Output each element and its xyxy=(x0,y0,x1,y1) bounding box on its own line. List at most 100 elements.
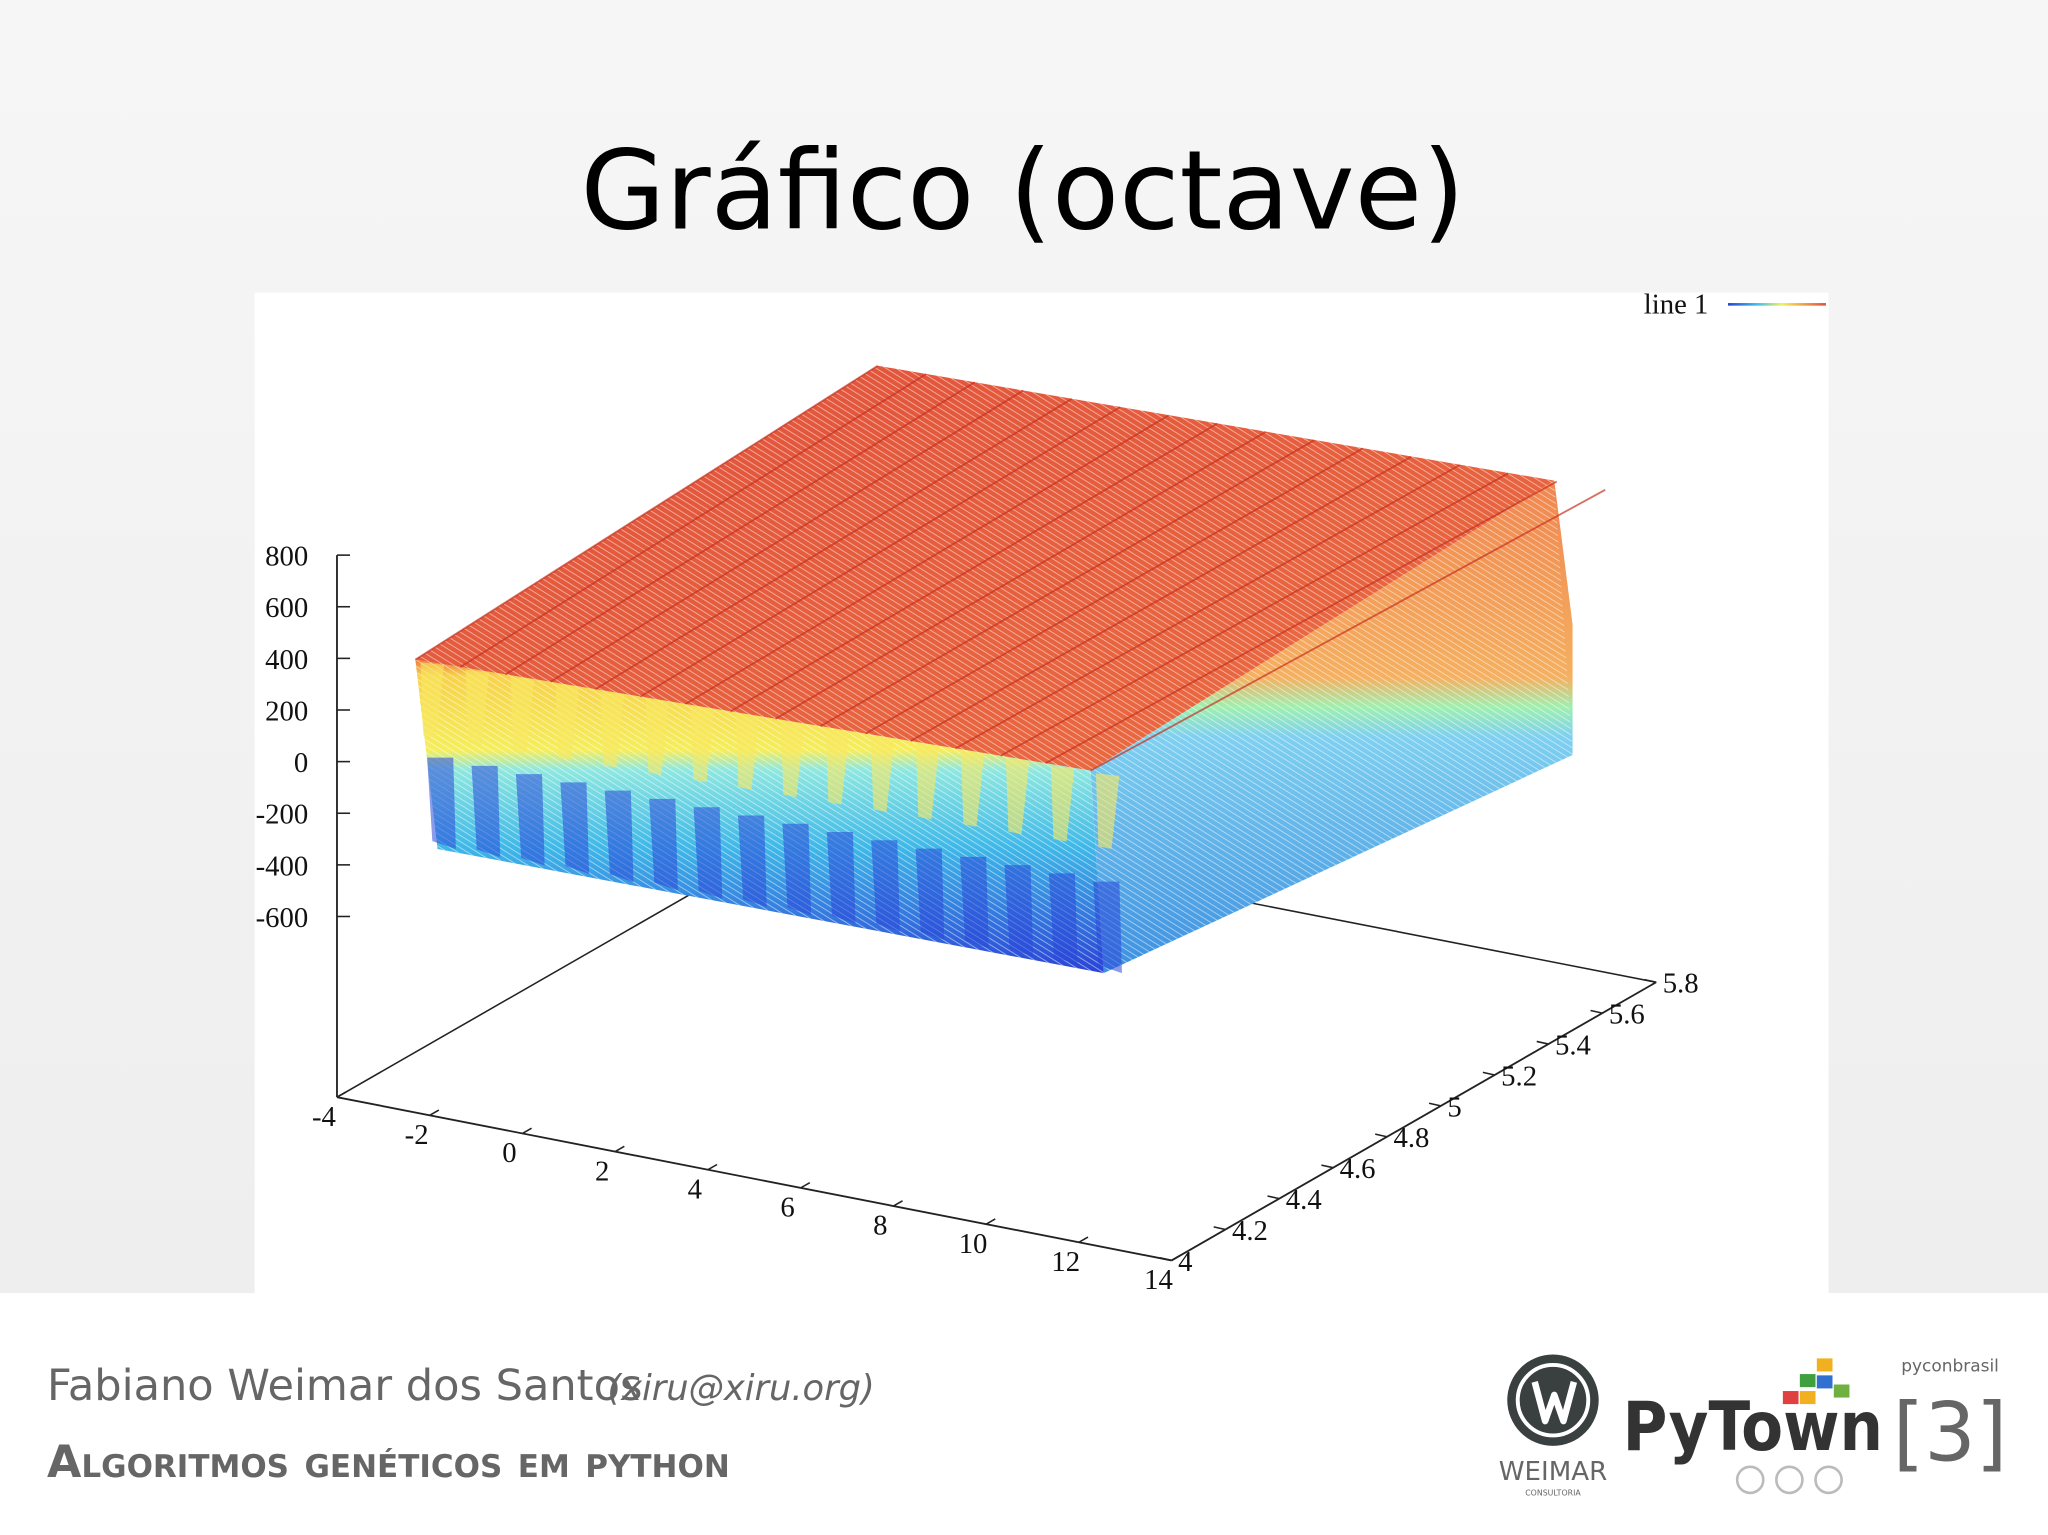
y-tick xyxy=(1482,1071,1495,1076)
ridge-tooth xyxy=(515,774,545,866)
ridge-tooth xyxy=(471,765,501,858)
pycon-edition: [3] xyxy=(1893,1386,2008,1480)
ridge-line xyxy=(730,422,1218,713)
x-tick-label: 0 xyxy=(502,1137,516,1169)
ridge-tooth xyxy=(1048,873,1078,965)
x-tick-label: 10 xyxy=(959,1228,988,1260)
weimar-name: WEIMAR xyxy=(1499,1457,1608,1487)
ridge-line xyxy=(910,455,1412,742)
ridge-notch xyxy=(510,677,535,753)
z-tick-label: 200 xyxy=(265,695,308,727)
x-tick-label: -2 xyxy=(405,1119,429,1151)
footer-email: (xiru@xiru.org) xyxy=(607,1368,874,1409)
y-tick xyxy=(1536,1040,1549,1045)
ridge-line xyxy=(549,389,1024,683)
z-tick-label: -400 xyxy=(256,850,309,882)
ridge-line xyxy=(1045,480,1558,765)
ridge-notch xyxy=(420,662,445,738)
ridge-tooth xyxy=(915,848,945,940)
ridge-notch xyxy=(1005,758,1030,835)
x-tick-label: 2 xyxy=(595,1155,609,1187)
ridge-notch xyxy=(735,714,760,790)
y-tick-label: 5.4 xyxy=(1555,1029,1591,1061)
ridge-line xyxy=(639,406,1121,698)
x-tick-label: 8 xyxy=(873,1210,887,1242)
ridge-tooth xyxy=(737,815,767,907)
y-tick xyxy=(1428,1102,1441,1107)
y-tick xyxy=(1267,1195,1280,1200)
y-tick-label: 5 xyxy=(1447,1091,1461,1123)
ridge-tooth xyxy=(782,823,812,916)
slide-title: Gráfico (octave) xyxy=(580,127,1464,255)
ridge-line xyxy=(820,439,1315,728)
ridge-line xyxy=(775,431,1267,720)
x-tick xyxy=(1078,1236,1089,1243)
x-tick-label: 12 xyxy=(1051,1246,1080,1278)
weimar-sub: CONSULTORIA xyxy=(1525,1489,1581,1498)
ridge-tooth xyxy=(826,832,856,924)
surface xyxy=(414,364,1606,974)
ridge-tooth xyxy=(649,798,678,891)
ridge-notch xyxy=(870,736,895,812)
pytown-blocks xyxy=(1782,1358,1850,1405)
ridge-notch xyxy=(645,699,670,775)
x-tick xyxy=(892,1200,903,1207)
weimar-logo-mark xyxy=(1531,1381,1578,1425)
ridge-line xyxy=(684,414,1170,705)
x-tick xyxy=(985,1218,996,1225)
ridge-notch xyxy=(780,721,805,798)
ridge-notch xyxy=(960,751,985,827)
y-tick xyxy=(1321,1164,1334,1169)
x-tick xyxy=(336,1091,347,1098)
y-tick xyxy=(1590,1009,1603,1014)
x-tick-label: 4 xyxy=(688,1173,702,1205)
ridge-line xyxy=(1090,489,1606,772)
ridge-line xyxy=(1000,472,1509,757)
footer-author: Fabiano Weimar dos Santos xyxy=(47,1361,642,1411)
legend-label: line 1 xyxy=(1644,288,1709,320)
ridge-notch xyxy=(825,728,850,805)
x-tick xyxy=(614,1145,625,1153)
ridge-notch xyxy=(555,684,580,761)
footer-talk: Algoritmos genéticos em python xyxy=(47,1437,730,1488)
x-axis xyxy=(336,1096,1172,1262)
ridge-line xyxy=(504,381,976,676)
ridge-tooth xyxy=(560,782,590,874)
z-tick-label: -600 xyxy=(256,902,309,934)
y-tick-label: 4.8 xyxy=(1393,1122,1429,1154)
ridge-notch xyxy=(690,706,715,783)
z-tick-label: 600 xyxy=(265,592,308,624)
ridge-tooth xyxy=(871,840,900,932)
x-tick xyxy=(800,1181,811,1189)
ridge-tooth xyxy=(427,757,456,850)
ridge-line xyxy=(955,464,1461,750)
legend-swatch xyxy=(1728,303,1826,306)
y-tick-label: 4.4 xyxy=(1286,1184,1322,1216)
y-tick xyxy=(1644,978,1657,983)
ridge-line xyxy=(865,447,1364,735)
x-tick xyxy=(1171,1254,1182,1262)
x-tick-label: 6 xyxy=(780,1192,794,1224)
x-tick xyxy=(522,1127,532,1135)
pycon-name: pyconbrasil xyxy=(1901,1356,1999,1376)
plot: line 1 -600 -400 -200 0 200 400 600 800 -4 -2 0 2 4 6… xyxy=(256,288,1826,1296)
ridge-tooth xyxy=(604,790,634,883)
z-tick-label: 400 xyxy=(265,644,308,676)
y-tick-label: 4.6 xyxy=(1340,1153,1376,1185)
x-tick-label: -4 xyxy=(312,1101,336,1133)
z-tick-label: 800 xyxy=(265,541,308,573)
y-tick-label: 5.6 xyxy=(1609,999,1645,1031)
ridge-notch xyxy=(1050,765,1075,842)
ridge-line xyxy=(459,373,927,668)
pytown-name: PyTown xyxy=(1623,1388,1883,1467)
y-tick-label: 5.2 xyxy=(1501,1060,1537,1092)
pytown-icons xyxy=(1735,1465,1843,1495)
y-tick xyxy=(1375,1133,1388,1138)
y-tick-label: 4.2 xyxy=(1232,1215,1268,1247)
weimar-logo-ring xyxy=(1515,1362,1591,1438)
footer-band xyxy=(0,1293,2048,1535)
z-tick-label: -200 xyxy=(256,799,309,831)
y-tick-label: 5.8 xyxy=(1663,968,1699,1000)
